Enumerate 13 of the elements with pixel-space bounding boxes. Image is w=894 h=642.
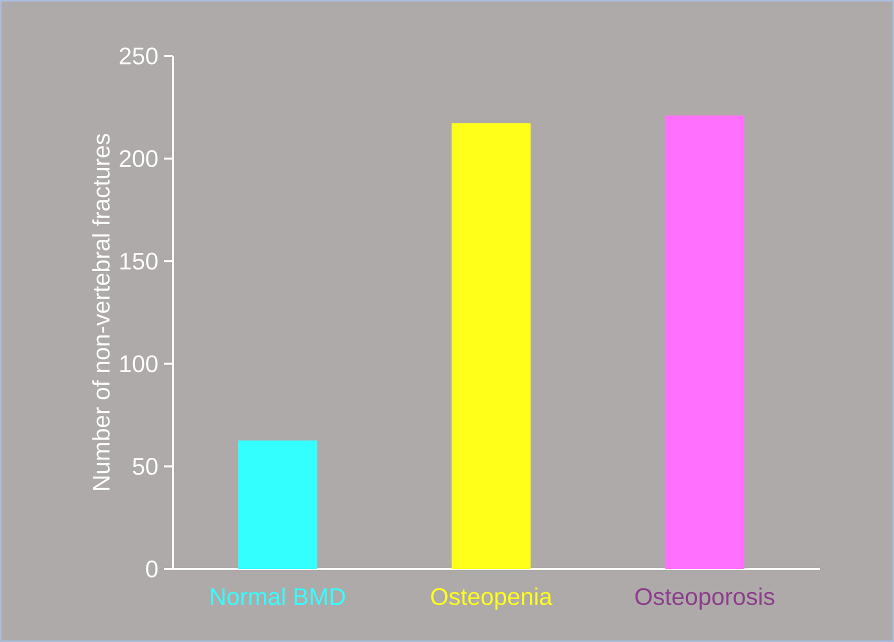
y-tick-label: 50 (132, 458, 158, 475)
bar (452, 123, 531, 569)
y-tick-label: 200 (120, 150, 158, 168)
y-tick-label: 150 (120, 252, 158, 270)
y-axis-title: Number of non-vertebral fractures (92, 134, 110, 490)
y-tick-label: 100 (120, 355, 158, 372)
bar (665, 115, 744, 569)
x-tick-label: Osteoporosis (635, 588, 774, 610)
x-tick-label: Osteopenia (431, 588, 552, 610)
x-tick-label: Normal BMD (211, 588, 345, 606)
y-tick-label: 0 (146, 560, 158, 578)
y-tick-label: 250 (120, 48, 158, 64)
bar (238, 440, 318, 569)
